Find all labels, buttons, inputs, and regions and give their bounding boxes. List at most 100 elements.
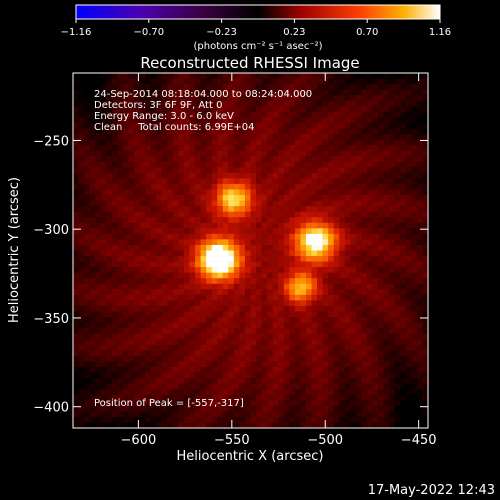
heatmap-cell bbox=[111, 73, 118, 79]
heatmap-cell bbox=[355, 294, 362, 301]
heatmap-cell bbox=[344, 378, 351, 384]
heatmap-cell bbox=[256, 261, 262, 268]
heatmap-cell bbox=[422, 111, 429, 118]
heatmap-cell bbox=[416, 239, 423, 246]
heatmap-cell bbox=[172, 361, 179, 368]
heatmap-cell bbox=[372, 289, 379, 296]
heatmap-cell bbox=[328, 111, 335, 118]
heatmap-cell bbox=[333, 111, 340, 118]
heatmap-cell bbox=[100, 383, 107, 390]
heatmap-cell bbox=[211, 300, 218, 307]
heatmap-cell bbox=[355, 256, 362, 262]
heatmap-cell bbox=[178, 422, 185, 429]
heatmap-cell bbox=[156, 383, 163, 390]
heatmap-cell bbox=[100, 211, 107, 218]
heatmap-cell bbox=[134, 134, 140, 140]
heatmap-cell bbox=[217, 394, 224, 401]
heatmap-cell bbox=[145, 411, 151, 418]
heatmap-cell bbox=[389, 300, 396, 307]
heatmap-cell bbox=[217, 217, 224, 224]
heatmap-cell bbox=[78, 106, 85, 113]
heatmap-cell bbox=[145, 239, 151, 246]
heatmap-cell bbox=[183, 233, 190, 240]
heatmap-cell bbox=[389, 344, 396, 351]
heatmap-cell bbox=[84, 100, 90, 107]
heatmap-cell bbox=[333, 361, 340, 368]
heatmap-cell bbox=[344, 383, 351, 390]
heatmap-cell bbox=[73, 289, 79, 296]
heatmap-cell bbox=[378, 206, 384, 212]
heatmap-cell bbox=[317, 244, 323, 251]
heatmap-cell bbox=[405, 250, 412, 257]
heatmap-cell bbox=[416, 422, 423, 429]
heatmap-cell bbox=[122, 305, 129, 312]
heatmap-cell bbox=[134, 156, 140, 163]
heatmap-cell bbox=[261, 267, 268, 273]
heatmap-cell bbox=[261, 200, 268, 207]
heatmap-cell bbox=[261, 128, 268, 135]
heatmap-cell bbox=[250, 378, 257, 384]
heatmap-cell bbox=[128, 361, 135, 368]
heatmap-cell bbox=[195, 322, 201, 329]
heatmap-cell bbox=[200, 350, 207, 357]
heatmap-cell bbox=[239, 289, 246, 296]
heatmap-cell bbox=[228, 317, 235, 323]
y-tick-label: −400 bbox=[33, 401, 69, 416]
heatmap-cell bbox=[178, 217, 185, 224]
heatmap-cell bbox=[161, 145, 168, 151]
heatmap-cell bbox=[172, 250, 179, 257]
heatmap-cell bbox=[128, 317, 135, 323]
heatmap-cell bbox=[128, 405, 135, 412]
heatmap-cell bbox=[211, 178, 218, 185]
heatmap-cell bbox=[244, 244, 251, 251]
heatmap-cell bbox=[289, 239, 296, 246]
heatmap-cell bbox=[272, 134, 279, 140]
heatmap-cell bbox=[145, 106, 151, 113]
heatmap-cell bbox=[106, 422, 113, 429]
heatmap-cell bbox=[339, 416, 346, 423]
heatmap-cell bbox=[84, 211, 90, 218]
heatmap-cell bbox=[217, 117, 224, 124]
heatmap-cell bbox=[422, 328, 429, 335]
heatmap-cell bbox=[400, 145, 407, 151]
heatmap-cell bbox=[156, 328, 163, 335]
heatmap-cell bbox=[355, 389, 362, 396]
heatmap-cell bbox=[333, 89, 340, 96]
heatmap-cell bbox=[100, 156, 107, 163]
heatmap-cell bbox=[145, 195, 151, 201]
heatmap-cell bbox=[422, 256, 429, 262]
heatmap-cell bbox=[311, 400, 318, 407]
heatmap-cell bbox=[400, 200, 407, 207]
heatmap-cell bbox=[317, 222, 323, 229]
heatmap-cell bbox=[405, 178, 412, 185]
heatmap-cell bbox=[250, 95, 257, 102]
heatmap-cell bbox=[389, 416, 396, 423]
heatmap-cell bbox=[250, 405, 257, 412]
heatmap-cell bbox=[394, 272, 401, 279]
heatmap-cell bbox=[167, 250, 174, 257]
heatmap-cell bbox=[117, 206, 124, 212]
heatmap-cell bbox=[344, 150, 351, 157]
heatmap-cell bbox=[84, 244, 90, 251]
heatmap-cell bbox=[139, 416, 146, 423]
heatmap-cell bbox=[211, 389, 218, 396]
heatmap-cell bbox=[366, 128, 373, 135]
heatmap-cell bbox=[89, 267, 96, 273]
heatmap-cell bbox=[206, 372, 212, 379]
heatmap-cell bbox=[294, 400, 301, 407]
heatmap-cell bbox=[355, 366, 362, 373]
heatmap-cell bbox=[339, 200, 346, 207]
heatmap-cell bbox=[328, 156, 335, 163]
heatmap-cell bbox=[117, 128, 124, 135]
heatmap-cell bbox=[161, 322, 168, 329]
heatmap-cell bbox=[328, 372, 335, 379]
heatmap-cell bbox=[366, 78, 373, 85]
heatmap-cell bbox=[294, 339, 301, 346]
heatmap-cell bbox=[150, 328, 157, 335]
heatmap-cell bbox=[261, 250, 268, 257]
heatmap-cell bbox=[361, 261, 368, 268]
heatmap-cell bbox=[95, 111, 102, 118]
heatmap-cell bbox=[156, 117, 163, 124]
heatmap-cell bbox=[383, 73, 390, 79]
heatmap-cell bbox=[300, 272, 307, 279]
